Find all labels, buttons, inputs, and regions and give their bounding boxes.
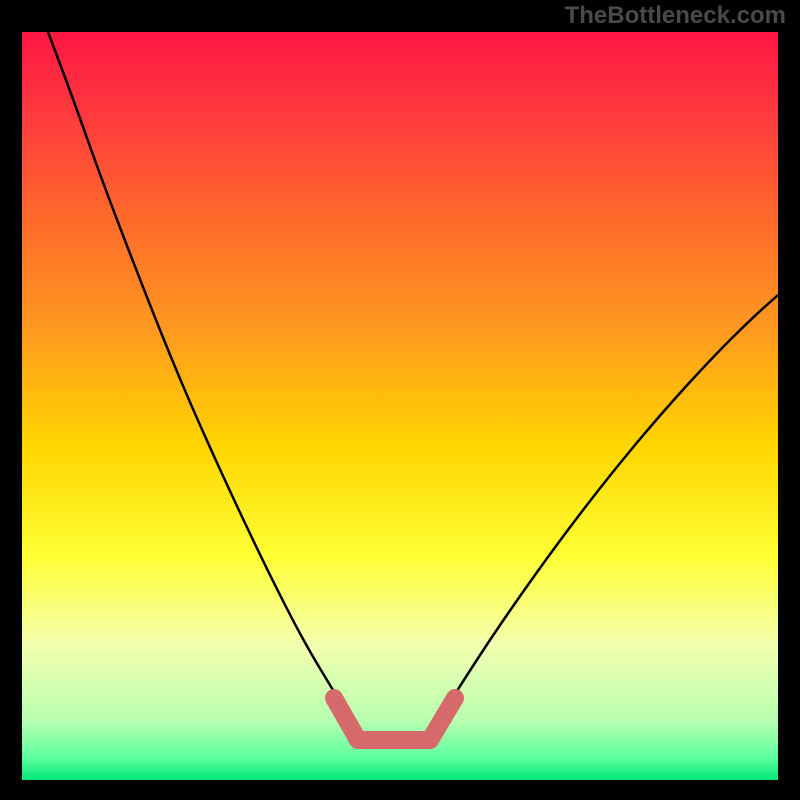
border-right <box>778 0 800 800</box>
gradient-bg <box>22 32 778 780</box>
chart-container: TheBottleneck.com <box>0 0 800 800</box>
chart-svg <box>0 0 800 800</box>
border-bottom <box>0 780 800 800</box>
watermark-text: TheBottleneck.com <box>565 2 786 30</box>
border-left <box>0 0 22 800</box>
